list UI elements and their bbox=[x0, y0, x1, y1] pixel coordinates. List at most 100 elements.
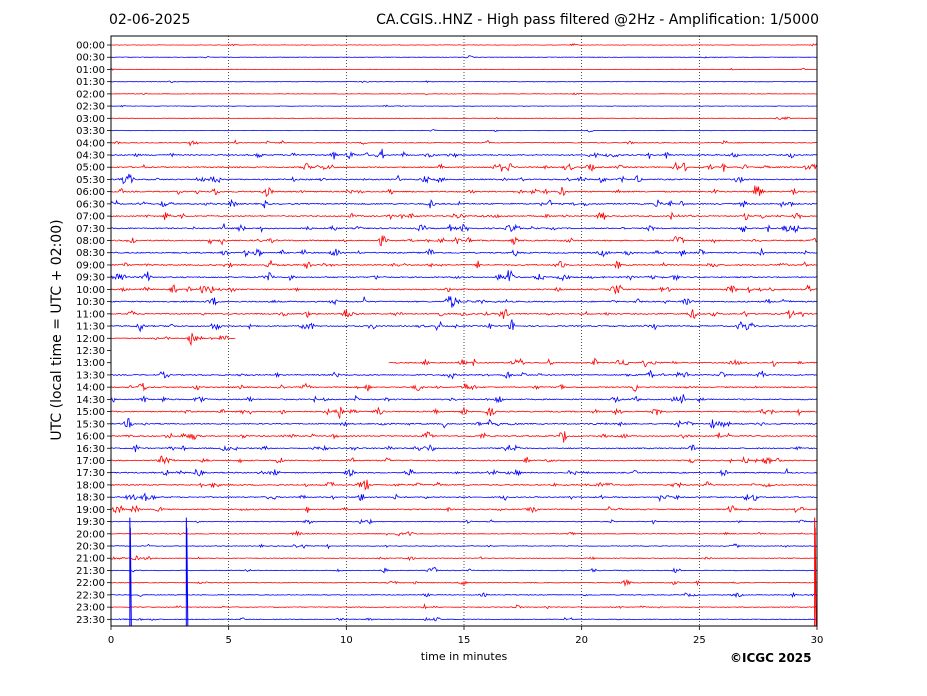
trace-row bbox=[110, 104, 818, 108]
x-tick-label: 15 bbox=[458, 635, 471, 646]
trace-row bbox=[110, 173, 818, 185]
spike-mark bbox=[814, 517, 817, 627]
y-tick-label: 07:30 bbox=[76, 224, 105, 235]
y-tick-label: 23:00 bbox=[76, 603, 105, 614]
x-tick-label: 10 bbox=[340, 635, 353, 646]
y-tick-label: 10:00 bbox=[76, 285, 105, 296]
trace-row bbox=[110, 309, 818, 320]
y-tick-label: 05:30 bbox=[76, 175, 105, 186]
y-tick-label: 21:30 bbox=[76, 566, 105, 577]
trace-row bbox=[111, 55, 818, 59]
y-tick-label: 09:00 bbox=[76, 260, 105, 271]
y-tick-label: 15:30 bbox=[76, 419, 105, 430]
y-tick-label: 09:30 bbox=[76, 273, 105, 284]
y-tick-label: 20:00 bbox=[76, 529, 105, 540]
trace-row bbox=[110, 185, 818, 198]
trace-row bbox=[110, 92, 817, 96]
y-tick-label: 11:00 bbox=[76, 309, 105, 320]
chart-date: 02-06-2025 bbox=[109, 12, 191, 28]
y-tick-label: 21:00 bbox=[76, 554, 105, 565]
trace-row bbox=[110, 505, 818, 514]
y-tick-label: 00:00 bbox=[76, 41, 105, 52]
trace-row bbox=[110, 161, 818, 172]
trace-row bbox=[111, 319, 817, 333]
y-tick-label: 16:30 bbox=[76, 444, 105, 455]
chart-title: CA.CGIS..HNZ - High pass filtered @2Hz -… bbox=[376, 12, 819, 28]
spike-mark bbox=[129, 517, 132, 627]
y-tick-label: 18:30 bbox=[76, 493, 105, 504]
y-tick-label: 04:30 bbox=[76, 150, 105, 161]
trace-row bbox=[110, 198, 818, 209]
trace-row bbox=[111, 80, 818, 84]
y-tick-label: 02:00 bbox=[76, 89, 105, 100]
trace-row bbox=[110, 148, 818, 160]
trace-row bbox=[110, 578, 818, 587]
x-axis-label: time in minutes bbox=[420, 650, 508, 663]
y-tick-label: 12:30 bbox=[76, 346, 105, 357]
trace-row bbox=[110, 592, 818, 599]
trace-row bbox=[110, 211, 818, 221]
y-tick-label: 14:30 bbox=[76, 395, 105, 406]
trace-row bbox=[110, 444, 818, 453]
y-tick-label: 13:00 bbox=[76, 358, 105, 369]
y-tick-label: 06:00 bbox=[76, 187, 105, 198]
y-tick-label: 22:30 bbox=[76, 590, 105, 601]
y-tick-label: 16:00 bbox=[76, 432, 105, 443]
y-tick-label: 04:00 bbox=[76, 138, 105, 149]
trace-row bbox=[110, 431, 818, 443]
trace-row bbox=[110, 332, 236, 347]
y-tick-label: 15:00 bbox=[76, 407, 105, 418]
trace-row bbox=[110, 616, 818, 622]
y-tick-label: 06:30 bbox=[76, 199, 105, 210]
trace-row bbox=[110, 269, 818, 282]
x-tick-label: 20 bbox=[575, 635, 588, 646]
trace-row bbox=[110, 555, 818, 562]
y-tick-label: 10:30 bbox=[76, 297, 105, 308]
copyright-label: ©ICGC 2025 bbox=[730, 651, 812, 665]
trace-row bbox=[110, 382, 818, 392]
trace-row bbox=[110, 369, 818, 380]
trace-row bbox=[110, 129, 818, 133]
trace-row bbox=[110, 529, 817, 537]
y-tick-label: 13:30 bbox=[76, 370, 105, 381]
trace-row bbox=[110, 566, 818, 574]
y-tick-label: 17:30 bbox=[76, 468, 105, 479]
trace-row bbox=[110, 518, 818, 525]
trace-row bbox=[110, 284, 818, 295]
y-tick-label: 00:30 bbox=[76, 53, 105, 64]
trace-row bbox=[110, 602, 818, 610]
y-tick-label: 07:00 bbox=[76, 212, 105, 223]
y-tick-label: 01:30 bbox=[76, 77, 105, 88]
trace-row bbox=[110, 406, 817, 420]
trace-row bbox=[388, 357, 818, 368]
x-tick-label: 30 bbox=[811, 635, 824, 646]
y-tick-label: 11:30 bbox=[76, 322, 105, 333]
trace-row bbox=[110, 296, 818, 308]
y-tick-label: 14:00 bbox=[76, 383, 105, 394]
trace-row bbox=[110, 247, 818, 258]
trace-row bbox=[110, 467, 818, 477]
y-tick-label: 19:00 bbox=[76, 505, 105, 516]
trace-row bbox=[110, 67, 817, 71]
y-tick-label: 17:00 bbox=[76, 456, 105, 467]
y-tick-label: 03:00 bbox=[76, 114, 105, 125]
trace-row bbox=[111, 116, 818, 121]
trace-row bbox=[111, 43, 818, 47]
y-tick-label: 23:30 bbox=[76, 615, 105, 626]
x-tick-label: 5 bbox=[225, 635, 231, 646]
trace-row bbox=[110, 479, 818, 491]
x-tick-label: 0 bbox=[108, 635, 114, 646]
y-tick-label: 08:00 bbox=[76, 236, 105, 247]
y-tick-label: 19:30 bbox=[76, 517, 105, 528]
trace-row bbox=[110, 455, 818, 465]
y-tick-label: 18:00 bbox=[76, 480, 105, 491]
y-tick-label: 03:30 bbox=[76, 126, 105, 137]
trace-row bbox=[110, 543, 818, 550]
y-tick-label: 22:00 bbox=[76, 578, 105, 589]
y-tick-label: 20:30 bbox=[76, 542, 105, 553]
trace-row bbox=[110, 260, 817, 269]
trace-row bbox=[110, 235, 818, 247]
y-tick-label: 01:00 bbox=[76, 65, 105, 76]
